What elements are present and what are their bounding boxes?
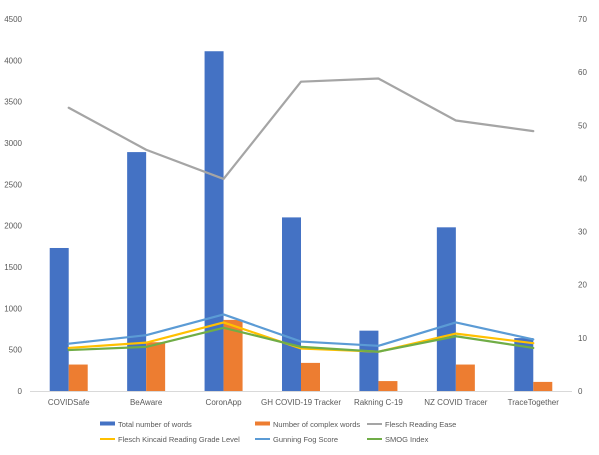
bar-complex-words (146, 342, 166, 391)
x-category-label: NZ COVID Tracer (424, 398, 487, 407)
bar-total-words (282, 217, 301, 391)
bar-complex-words (68, 364, 88, 391)
y-right-tick-label: 60 (578, 68, 587, 77)
line-gunning-fog (67, 313, 535, 347)
y-left-tick-label: 1500 (4, 263, 22, 272)
bar-complex-words (223, 319, 243, 391)
y-left-tick-label: 4000 (4, 56, 22, 65)
x-category-label: Rakning C-19 (354, 398, 403, 407)
y-right-tick-label: 0 (578, 387, 583, 396)
y-left-tick-label: 0 (18, 387, 23, 396)
y-left-tick-label: 500 (9, 346, 23, 355)
x-category-label: GH COVID-19 Tracker (261, 398, 341, 407)
legend-item: Number of complex words (255, 420, 360, 429)
y-right-tick-label: 30 (578, 228, 587, 237)
bar-complex-words (533, 381, 553, 391)
bar-complex-words (455, 364, 475, 391)
x-category-label: BeAware (130, 398, 163, 407)
legend-label: Total number of words (118, 420, 192, 429)
y-left-tick-label: 3500 (4, 98, 22, 107)
legend-item: Gunning Fog Score (255, 435, 338, 444)
bar-complex-words (378, 381, 398, 391)
y-left-tick-label: 3000 (4, 139, 22, 148)
y-right-tick-label: 40 (578, 174, 587, 183)
x-category-label: CoronApp (206, 398, 243, 407)
bar-total-words (436, 227, 456, 391)
legend-label: SMOG Index (385, 435, 429, 444)
x-category-label: COVIDSafe (48, 398, 90, 407)
y-left-tick-label: 4500 (4, 15, 22, 24)
line-smog-index (67, 326, 535, 353)
legend-label: Flesch Reading Ease (385, 420, 456, 429)
y-left-tick-label: 2000 (4, 222, 22, 231)
legend-label: Flesch Kincaid Reading Grade Level (118, 435, 240, 444)
legend-label: Number of complex words (273, 420, 360, 429)
bar-total-words (204, 51, 224, 392)
x-category-label: TraceTogether (508, 398, 560, 407)
bar-total-words (514, 338, 534, 391)
bar-complex-words (301, 362, 320, 391)
line-flesch-kincaid-grade (67, 321, 535, 353)
legend-item: Total number of words (100, 420, 192, 429)
y-right-tick-label: 70 (578, 15, 587, 24)
y-right-tick-label: 50 (578, 121, 587, 130)
legend-item: Flesch Reading Ease (367, 420, 456, 429)
legend-item: SMOG Index (367, 435, 429, 444)
y-left-tick-label: 1000 (4, 304, 22, 313)
y-right-tick-label: 10 (578, 334, 587, 343)
y-left-tick-label: 2500 (4, 180, 22, 189)
legend-label: Gunning Fog Score (273, 435, 338, 444)
line-flesch-reading-ease (67, 77, 535, 181)
legend-item: Flesch Kincaid Reading Grade Level (100, 435, 240, 444)
bar-total-words (359, 330, 379, 391)
y-right-tick-label: 20 (578, 281, 587, 290)
bar-total-words (49, 247, 69, 391)
legend-swatch (255, 421, 270, 426)
bar-total-words (127, 152, 147, 391)
legend-swatch (100, 421, 115, 426)
